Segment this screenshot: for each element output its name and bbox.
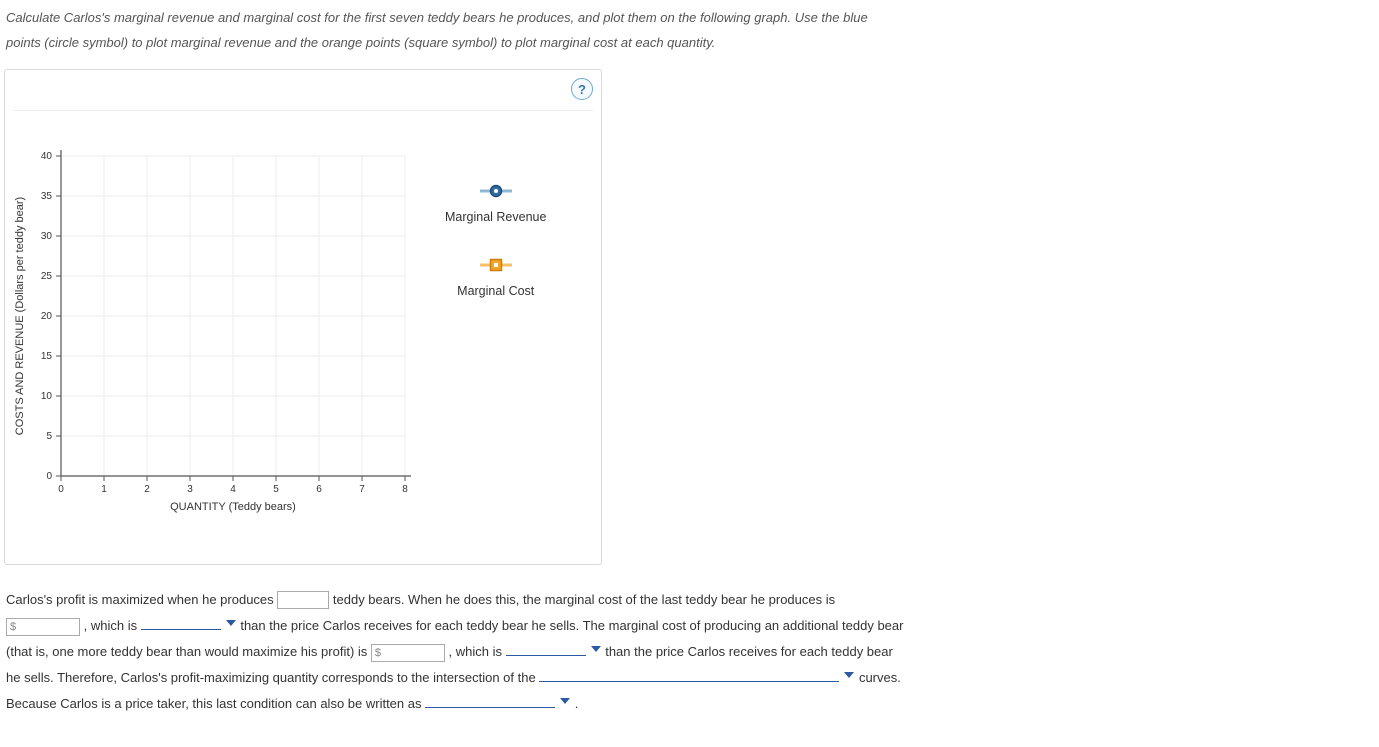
svg-text:5: 5 <box>46 431 52 442</box>
mc-next-field[interactable] <box>384 645 438 661</box>
mc-last-field[interactable] <box>19 619 73 635</box>
svg-text:40: 40 <box>41 151 53 162</box>
panel-divider <box>13 110 593 111</box>
legend-label-mr: Marginal Revenue <box>445 210 546 224</box>
text: Because Carlos is a price taker, this la… <box>6 696 425 711</box>
svg-text:25: 25 <box>41 271 53 282</box>
svg-text:15: 15 <box>41 351 53 362</box>
svg-text:35: 35 <box>41 191 53 202</box>
text: he sells. Therefore, Carlos's profit-max… <box>6 670 539 685</box>
svg-text:6: 6 <box>316 484 322 495</box>
svg-text:4: 4 <box>230 484 236 495</box>
help-button[interactable]: ? <box>571 78 593 100</box>
help-icon: ? <box>578 82 586 97</box>
comparison-dropdown-1[interactable] <box>141 616 237 630</box>
mc-next-input[interactable]: $ <box>371 644 445 662</box>
curves-dropdown[interactable] <box>539 668 855 682</box>
text: Carlos's profit is maximized when he pro… <box>6 592 277 607</box>
dollar-icon: $ <box>372 642 384 664</box>
legend-item-mr[interactable]: Marginal Revenue <box>445 180 546 224</box>
svg-text:0: 0 <box>46 471 52 482</box>
text: (that is, one more teddy bear than would… <box>6 644 371 659</box>
svg-text:QUANTITY (Teddy bears): QUANTITY (Teddy bears) <box>170 501 296 513</box>
svg-text:0: 0 <box>58 484 64 495</box>
text: curves. <box>859 670 901 685</box>
svg-text:20: 20 <box>41 311 53 322</box>
svg-text:7: 7 <box>359 484 365 495</box>
svg-text:1: 1 <box>101 484 107 495</box>
circle-marker-icon <box>445 180 546 202</box>
text: , which is <box>449 644 506 659</box>
text: teddy bears. When he does this, the marg… <box>333 592 835 607</box>
legend-item-mc[interactable]: Marginal Cost <box>445 254 546 298</box>
svg-text:3: 3 <box>187 484 193 495</box>
instructions-line-1: Calculate Carlos's marginal revenue and … <box>6 10 868 25</box>
legend: Marginal Revenue Marginal Cost <box>445 180 546 328</box>
svg-text:5: 5 <box>273 484 279 495</box>
square-marker-icon <box>445 254 546 276</box>
text: than the price Carlos receives for each … <box>605 644 893 659</box>
instructions-line-2: points (circle symbol) to plot marginal … <box>6 35 715 50</box>
svg-text:10: 10 <box>41 391 53 402</box>
text: than the price Carlos receives for each … <box>240 618 903 633</box>
comparison-dropdown-2[interactable] <box>506 642 602 656</box>
graph-panel: ? 0 1 2 3 4 5 6 7 8 0 5 10 15 20 25 30 35 40 QUANTITY (Ted… <box>4 69 602 565</box>
text: , which is <box>84 618 141 633</box>
svg-text:2: 2 <box>144 484 150 495</box>
instructions-text: Calculate Carlos's marginal revenue and … <box>4 6 1375 55</box>
condition-dropdown[interactable] <box>425 694 571 708</box>
fill-in-paragraph: Carlos's profit is maximized when he pro… <box>4 587 1375 717</box>
dollar-icon: $ <box>7 616 19 638</box>
svg-text:30: 30 <box>41 231 53 242</box>
text: . <box>575 696 579 711</box>
legend-label-mc: Marginal Cost <box>445 284 546 298</box>
quantity-input[interactable] <box>277 591 329 609</box>
svg-text:COSTS AND REVENUE (Dollars per: COSTS AND REVENUE (Dollars per teddy bea… <box>14 197 26 435</box>
mc-last-input[interactable]: $ <box>6 618 80 636</box>
svg-text:8: 8 <box>402 484 408 495</box>
